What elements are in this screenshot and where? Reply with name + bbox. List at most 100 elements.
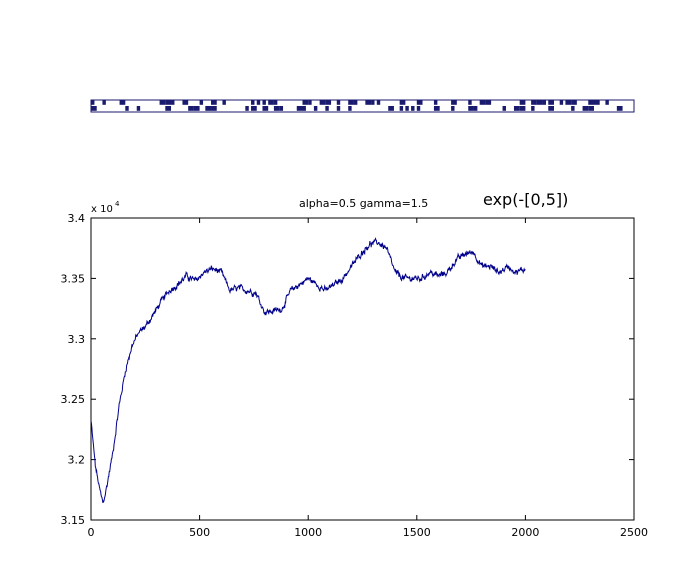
axes-frame bbox=[90, 217, 635, 521]
strip-cell bbox=[548, 100, 554, 105]
y-exponent-power: 4 bbox=[115, 200, 120, 208]
annotation-parameters: alpha=0.5 gamma=1.5 bbox=[299, 197, 428, 210]
strip-cell bbox=[376, 100, 381, 105]
x-tick-label: 2000 bbox=[511, 526, 539, 539]
strip-cell bbox=[411, 106, 415, 111]
strip-cell bbox=[548, 106, 554, 111]
strip-cell bbox=[222, 100, 226, 105]
strip-cell bbox=[211, 100, 217, 105]
strip-cell bbox=[353, 100, 358, 105]
strip-cell bbox=[433, 100, 438, 105]
strip-cell bbox=[325, 100, 332, 105]
strip-cell bbox=[119, 100, 126, 105]
y-tick-label: 3.3 bbox=[68, 333, 86, 346]
strip-cell bbox=[91, 106, 97, 111]
strip-cell bbox=[519, 100, 526, 105]
strip-cell bbox=[273, 100, 278, 105]
strip-cell bbox=[308, 100, 312, 105]
y-exponent-label: x 10 bbox=[91, 204, 113, 215]
y-tick-label: 3.35 bbox=[61, 272, 86, 285]
strip-cell bbox=[485, 100, 492, 105]
strip-cell bbox=[542, 100, 546, 105]
strip-cell bbox=[531, 106, 535, 111]
strip-cell bbox=[319, 100, 326, 105]
strip-cell bbox=[565, 100, 572, 105]
strip-cell bbox=[588, 106, 594, 111]
strip-cell bbox=[513, 106, 520, 111]
strip-cell bbox=[531, 100, 537, 105]
x-tick-label: 1500 bbox=[403, 526, 431, 539]
strip-cell bbox=[279, 106, 284, 111]
strip-cell bbox=[571, 100, 577, 105]
series-line bbox=[90, 237, 526, 504]
strip-cell bbox=[125, 106, 129, 111]
x-tick-label: 500 bbox=[189, 526, 210, 539]
strip-cell bbox=[336, 106, 341, 111]
strip-cell bbox=[536, 100, 543, 105]
strip-cell bbox=[296, 106, 303, 111]
strip-cell bbox=[336, 100, 341, 105]
strip-cell bbox=[433, 106, 440, 111]
strip-cell bbox=[468, 100, 472, 105]
strip-cell bbox=[479, 100, 486, 105]
strip-cell bbox=[136, 106, 141, 111]
strip-cell bbox=[165, 100, 172, 105]
strip-cell bbox=[519, 106, 526, 111]
strip-cell bbox=[171, 100, 175, 105]
binary-pattern-strip bbox=[90, 99, 635, 113]
strip-cell bbox=[262, 106, 269, 111]
strip-cell bbox=[582, 106, 589, 111]
strip-cell bbox=[473, 106, 478, 111]
strip-cell bbox=[571, 106, 575, 111]
strip-cell bbox=[451, 106, 455, 111]
strip-cell bbox=[256, 100, 261, 105]
strip-cell bbox=[273, 106, 280, 111]
strip-cell bbox=[159, 100, 166, 105]
line-plot-axes: 0 500 1000 1500 2000 2500 3.153.23.253.33.353… bbox=[61, 212, 649, 539]
strip-cell bbox=[365, 100, 372, 105]
strip-cell bbox=[325, 106, 329, 111]
strip-cell bbox=[348, 106, 352, 111]
x-tick-label: 2500 bbox=[620, 526, 648, 539]
x-tick-label: 0 bbox=[88, 526, 95, 539]
strip-cell bbox=[416, 100, 423, 105]
strip-cell bbox=[416, 106, 421, 111]
y-tick-label: 3.4 bbox=[68, 212, 86, 225]
y-axis-ticks: 3.15 3.2 3.25 3.3 3.35 3.4 bbox=[61, 212, 634, 527]
strip-cell bbox=[616, 106, 623, 111]
strip-cell bbox=[399, 106, 404, 111]
strip-cell bbox=[251, 100, 255, 105]
strip-cell bbox=[405, 106, 409, 111]
strip-cell bbox=[199, 100, 204, 105]
strip-cell bbox=[605, 100, 609, 105]
y-tick-label: 3.15 bbox=[61, 514, 86, 527]
strip-cell bbox=[182, 100, 189, 105]
strip-cell bbox=[559, 100, 564, 105]
y-tick-label: 3.2 bbox=[68, 454, 86, 467]
annotation-exp-range: exp(-[0,5]) bbox=[483, 190, 568, 209]
y-tick-label: 3.25 bbox=[61, 393, 86, 406]
strip-cell bbox=[371, 100, 375, 105]
strip-cell bbox=[399, 100, 406, 105]
strip-cell bbox=[593, 100, 600, 105]
strip-cell bbox=[451, 100, 457, 105]
strip-cell bbox=[102, 100, 106, 105]
strip-cell bbox=[245, 106, 249, 111]
x-axis-ticks: 0 500 1000 1500 2000 2500 bbox=[88, 218, 648, 539]
strip-cell bbox=[193, 106, 200, 111]
strip-cell bbox=[302, 106, 306, 111]
strip-cell bbox=[468, 106, 474, 111]
strip-cell bbox=[348, 100, 354, 105]
strip-cell bbox=[262, 100, 266, 105]
strip-cell bbox=[588, 100, 594, 105]
strip-cell bbox=[313, 106, 318, 111]
strip-cell bbox=[388, 106, 394, 111]
strip-cell bbox=[188, 106, 194, 111]
x-tick-label: 1000 bbox=[294, 526, 322, 539]
strip-cell bbox=[302, 100, 309, 105]
strip-cell bbox=[502, 106, 506, 111]
strip-cell bbox=[251, 106, 257, 111]
strip-cell bbox=[211, 106, 217, 111]
strip-cell bbox=[205, 106, 212, 111]
